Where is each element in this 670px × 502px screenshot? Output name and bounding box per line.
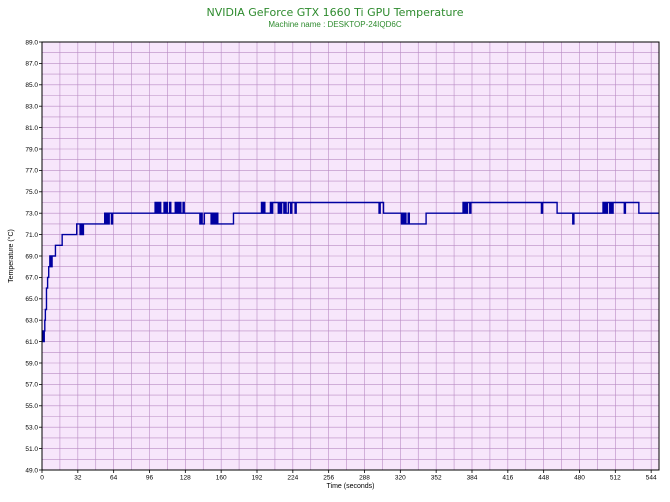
x-tick-label: 192 (252, 475, 263, 482)
x-tick-label: 448 (538, 475, 549, 482)
x-tick-label: 64 (110, 475, 118, 482)
x-tick-label: 384 (467, 475, 478, 482)
chart-title: NVIDIA GeForce GTX 1660 Ti GPU Temperatu… (206, 6, 464, 19)
x-tick-label: 512 (610, 475, 621, 482)
x-tick-label: 32 (74, 475, 82, 482)
x-tick-label: 480 (574, 475, 585, 482)
x-axis-title: Time (seconds) (327, 483, 375, 490)
x-tick-label: 320 (395, 475, 406, 482)
x-tick-label: 0 (40, 475, 44, 482)
y-tick-label: 49.0 (25, 467, 38, 474)
y-tick-label: 53.0 (25, 425, 38, 432)
y-tick-label: 65.0 (25, 296, 38, 303)
y-tick-label: 67.0 (25, 275, 38, 282)
y-tick-label: 87.0 (25, 61, 38, 68)
y-tick-label: 61.0 (25, 339, 38, 346)
y-axis-title: Temperature (°C) (7, 229, 15, 283)
y-tick-label: 89.0 (25, 39, 38, 46)
y-tick-label: 81.0 (25, 125, 38, 132)
x-tick-label: 288 (359, 475, 370, 482)
y-tick-label: 59.0 (25, 360, 38, 367)
y-tick-label: 75.0 (25, 189, 38, 196)
plot-border (41, 41, 660, 471)
y-tick-label: 73.0 (25, 211, 38, 218)
y-tick-label: 69.0 (25, 253, 38, 260)
y-tick-label: 51.0 (25, 446, 38, 453)
y-tick-label: 77.0 (25, 168, 38, 175)
y-tick-label: 85.0 (25, 82, 38, 89)
y-tick-label: 71.0 (25, 232, 38, 239)
chart-subtitle: Machine name : DESKTOP-24IQD6C (268, 20, 402, 29)
x-tick-label: 160 (216, 475, 227, 482)
x-tick-label: 544 (646, 475, 657, 482)
x-tick-label: 224 (287, 475, 298, 482)
tick-layer: 49.0 51.0 53.0 55.0 57.0 59.0 61.0 63.0 65.0 67.0… (25, 39, 657, 481)
series-line-temperature (42, 201, 659, 343)
y-tick-label: 63.0 (25, 318, 38, 325)
x-tick-label: 96 (146, 475, 154, 482)
x-tick-label: 352 (431, 475, 442, 482)
y-tick-label: 83.0 (25, 104, 38, 111)
y-tick-label: 79.0 (25, 146, 38, 153)
y-tick-label: 57.0 (25, 382, 38, 389)
x-tick-label: 256 (323, 475, 334, 482)
y-tick-label: 55.0 (25, 403, 38, 410)
grid-layer (42, 42, 659, 470)
x-tick-label: 416 (502, 475, 513, 482)
x-tick-label: 128 (180, 475, 191, 482)
